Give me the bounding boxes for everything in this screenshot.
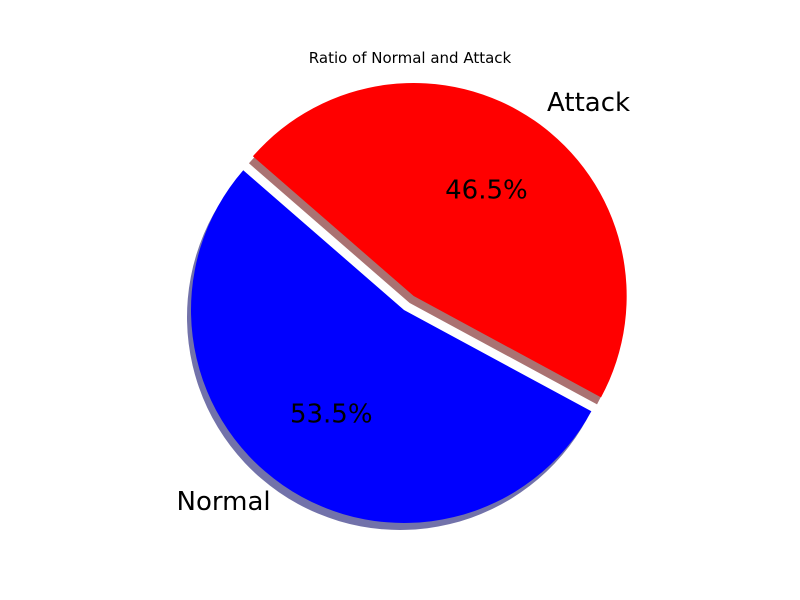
- attack-slice-label: Attack: [547, 88, 630, 118]
- attack-percent-label: 46.5%: [445, 175, 528, 205]
- normal-percent-label: 53.5%: [290, 400, 373, 430]
- attack-slice: [252, 83, 627, 398]
- pie-slices: [191, 83, 627, 523]
- chart-title: Ratio of Normal and Attack: [309, 49, 512, 67]
- normal-slice-label: Normal: [177, 487, 271, 517]
- pie-labels: Normal 53.5% Attack 46.5%: [177, 88, 631, 517]
- normal-slice: [191, 170, 592, 523]
